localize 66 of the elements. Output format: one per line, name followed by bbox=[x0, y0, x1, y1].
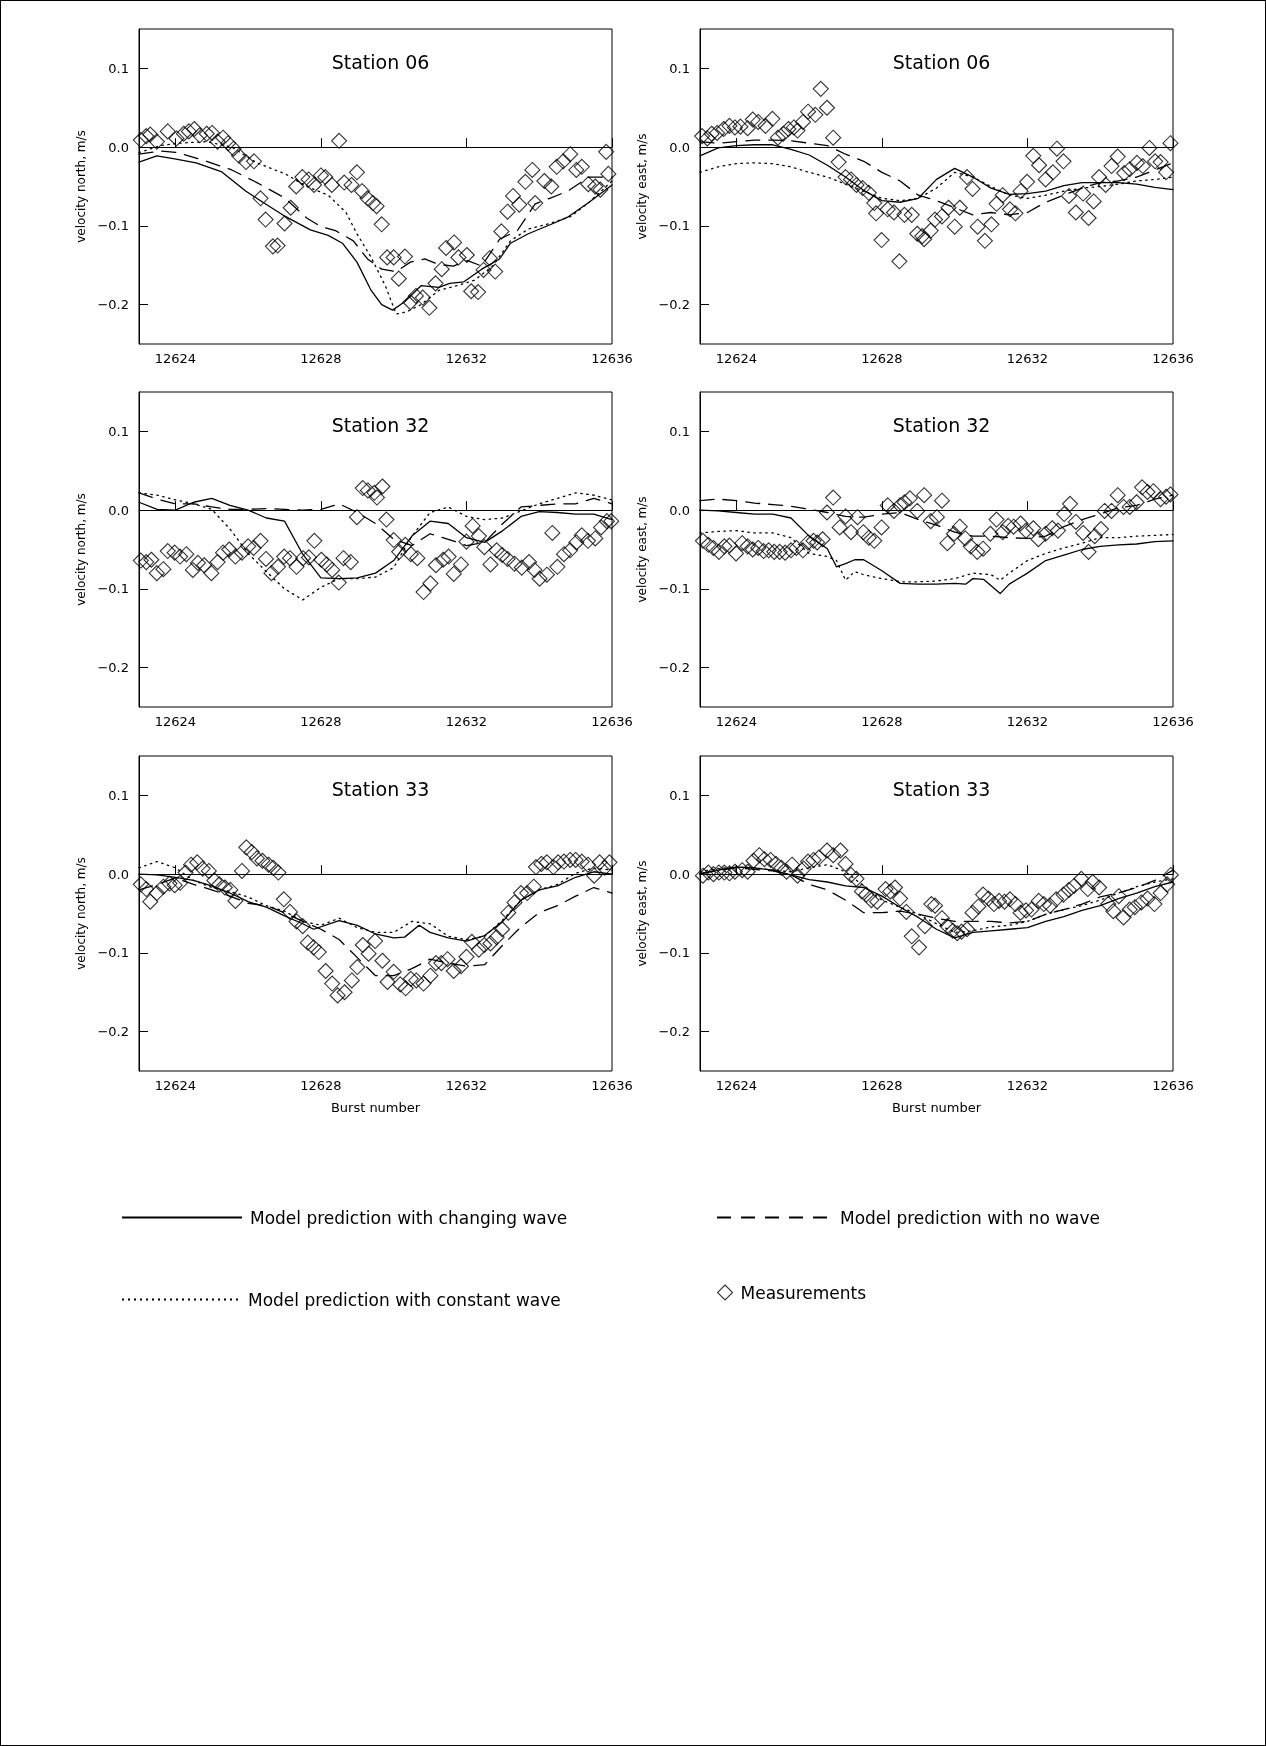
y-tick-label: 0.1 bbox=[669, 787, 690, 803]
x-tick-label: 12624 bbox=[715, 714, 758, 729]
y-tick-label: −0.1 bbox=[658, 581, 690, 597]
x-tick-label: 12632 bbox=[1006, 714, 1049, 729]
text: Station 06 bbox=[331, 50, 430, 73]
y-tick-label: 0.1 bbox=[108, 787, 129, 803]
x-tick-label: 12628 bbox=[300, 714, 342, 729]
x-tick-label: 12636 bbox=[591, 714, 633, 729]
y-tick-label: −0.1 bbox=[97, 218, 129, 234]
y-tick-label: 0.0 bbox=[108, 502, 129, 518]
x-tick-label: 12624 bbox=[154, 1078, 197, 1093]
x-tick-label: 12628 bbox=[300, 1078, 342, 1093]
text: Station 32 bbox=[892, 413, 991, 436]
y-tick-label: −0.2 bbox=[658, 1024, 690, 1040]
y-tick-label: 0.0 bbox=[669, 139, 690, 155]
y-axis-title: velocity north, m/s bbox=[74, 857, 88, 970]
x-tick-label: 12628 bbox=[300, 351, 342, 366]
legend-label: Model prediction with no wave bbox=[840, 1207, 1101, 1228]
y-tick-label: 0.0 bbox=[108, 139, 129, 155]
y-tick-label: −0.2 bbox=[97, 297, 129, 313]
y-tick-label: 0.1 bbox=[108, 423, 129, 439]
x-tick-label: 12632 bbox=[1006, 1078, 1049, 1093]
x-axis-title: Burst number bbox=[891, 1100, 982, 1115]
y-tick-label: −0.1 bbox=[97, 581, 129, 597]
y-tick-label: −0.2 bbox=[658, 297, 690, 313]
y-axis-title: velocity east, m/s bbox=[635, 496, 649, 603]
y-tick-label: −0.1 bbox=[658, 945, 690, 961]
y-tick-label: −0.2 bbox=[97, 1024, 129, 1040]
x-tick-label: 12632 bbox=[445, 1078, 488, 1093]
y-axis-title: velocity east, m/s bbox=[635, 860, 649, 967]
x-tick-label: 12632 bbox=[1006, 351, 1049, 366]
x-axis-title: Burst number bbox=[330, 1100, 421, 1115]
y-tick-label: −0.1 bbox=[658, 218, 690, 234]
legend-label: Model prediction with constant wave bbox=[248, 1289, 561, 1310]
y-tick-label: −0.1 bbox=[97, 945, 129, 961]
x-tick-label: 12636 bbox=[591, 1078, 633, 1093]
y-axis-title: velocity north, m/s bbox=[74, 493, 88, 606]
x-tick-label: 12624 bbox=[154, 351, 197, 366]
y-tick-label: −0.2 bbox=[658, 660, 690, 676]
x-tick-label: 12628 bbox=[861, 714, 903, 729]
x-tick-label: 12632 bbox=[445, 714, 488, 729]
text: Station 32 bbox=[331, 413, 430, 436]
x-tick-label: 12636 bbox=[591, 351, 633, 366]
x-tick-label: 12636 bbox=[1152, 714, 1194, 729]
y-tick-label: −0.2 bbox=[97, 660, 129, 676]
x-tick-label: 12624 bbox=[154, 714, 197, 729]
y-tick-label: 0.0 bbox=[669, 502, 690, 518]
y-axis-title: velocity east, m/s bbox=[635, 133, 649, 240]
y-tick-label: 0.0 bbox=[669, 866, 690, 882]
text: Station 33 bbox=[331, 777, 430, 800]
y-tick-label: 0.1 bbox=[669, 423, 690, 439]
x-tick-label: 12628 bbox=[861, 351, 903, 366]
y-tick-label: 0.1 bbox=[108, 60, 129, 76]
text: Station 33 bbox=[892, 777, 991, 800]
y-tick-label: 0.0 bbox=[108, 866, 129, 882]
x-tick-label: 12636 bbox=[1152, 351, 1194, 366]
x-tick-label: 12628 bbox=[861, 1078, 903, 1093]
legend-label: Model prediction with changing wave bbox=[250, 1207, 568, 1228]
x-tick-label: 12624 bbox=[715, 351, 758, 366]
x-tick-label: 12636 bbox=[1152, 1078, 1194, 1093]
y-tick-label: 0.1 bbox=[669, 60, 690, 76]
y-axis-title: velocity north, m/s bbox=[74, 130, 88, 243]
text: Station 06 bbox=[892, 50, 991, 73]
x-tick-label: 12624 bbox=[715, 1078, 758, 1093]
x-tick-label: 12632 bbox=[445, 351, 488, 366]
legend-label: Measurements bbox=[740, 1282, 867, 1303]
